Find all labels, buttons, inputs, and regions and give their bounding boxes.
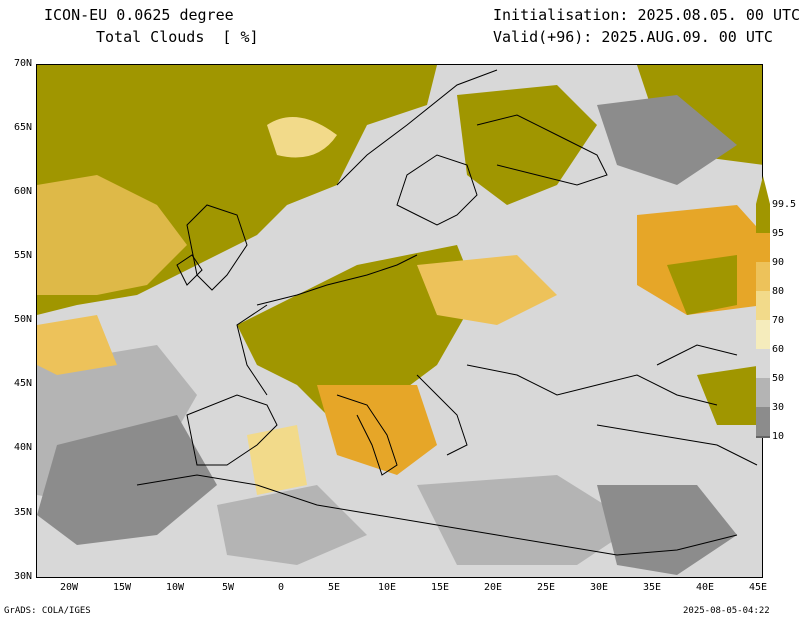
cloud-map <box>36 64 763 578</box>
lon-label-20w: 20W <box>59 582 79 593</box>
legend-label-95: 95 <box>772 228 785 239</box>
init-time: Initialisation: 2025.08.05. 00 UTC <box>493 6 800 24</box>
colorbar-swatch <box>756 291 770 320</box>
lon-label-40e: 40E <box>695 582 715 593</box>
colorbar-swatch <box>756 436 770 438</box>
map-canvas <box>37 65 762 577</box>
lon-label-15w: 15W <box>112 582 132 593</box>
lon-label-5w: 5W <box>221 582 235 593</box>
colorbar-swatch <box>756 233 770 262</box>
lon-label-0: 0 <box>277 582 285 593</box>
legend-label-90: 90 <box>772 257 785 268</box>
lat-label-60n: 60N <box>13 186 32 197</box>
lon-label-25e: 25E <box>536 582 556 593</box>
lon-label-30e: 30E <box>589 582 609 593</box>
lat-label-45n: 45N <box>13 378 32 389</box>
colorbar-swatch <box>756 320 770 349</box>
legend-label-30: 30 <box>772 402 785 413</box>
footer-timestamp: 2025-08-05-04:22 <box>683 606 770 616</box>
colorbar-swatch <box>756 378 770 407</box>
colorbar-swatch <box>756 407 770 436</box>
legend-label-70: 70 <box>772 315 785 326</box>
legend-label-80: 80 <box>772 286 785 297</box>
colorbar-swatch <box>756 262 770 291</box>
lon-label-45e: 45E <box>748 582 768 593</box>
colorbar <box>756 176 770 438</box>
footer-credit: GrADS: COLA/IGES <box>4 606 91 616</box>
cloud-field <box>37 65 762 575</box>
lat-label-40n: 40N <box>13 442 32 453</box>
legend-label-60: 60 <box>772 344 785 355</box>
lat-label-30n: 30N <box>13 571 32 582</box>
lon-label-10e: 10E <box>377 582 397 593</box>
lon-label-35e: 35E <box>642 582 662 593</box>
valid-time: Valid(+96): 2025.AUG.09. 00 UTC <box>493 28 773 46</box>
colorbar-swatch <box>756 204 770 233</box>
legend-label-99-5: 99.5 <box>772 199 797 210</box>
coastlines <box>136 69 758 556</box>
lon-label-15e: 15E <box>430 582 450 593</box>
lon-label-20e: 20E <box>483 582 503 593</box>
lat-label-50n: 50N <box>13 314 32 325</box>
lon-label-10w: 10W <box>165 582 185 593</box>
lon-label-5e: 5E <box>327 582 341 593</box>
model-title: ICON-EU 0.0625 degree <box>44 6 234 24</box>
legend-label-10: 10 <box>772 431 785 442</box>
lat-label-65n: 65N <box>13 122 32 133</box>
lat-label-70n: 70N <box>13 58 32 69</box>
colorbar-arrow <box>756 176 770 204</box>
lat-label-35n: 35N <box>13 507 32 518</box>
lat-label-55n: 55N <box>13 250 32 261</box>
legend-label-50: 50 <box>772 373 785 384</box>
variable-title: Total Clouds [ %] <box>96 28 259 46</box>
colorbar-swatch <box>756 349 770 378</box>
